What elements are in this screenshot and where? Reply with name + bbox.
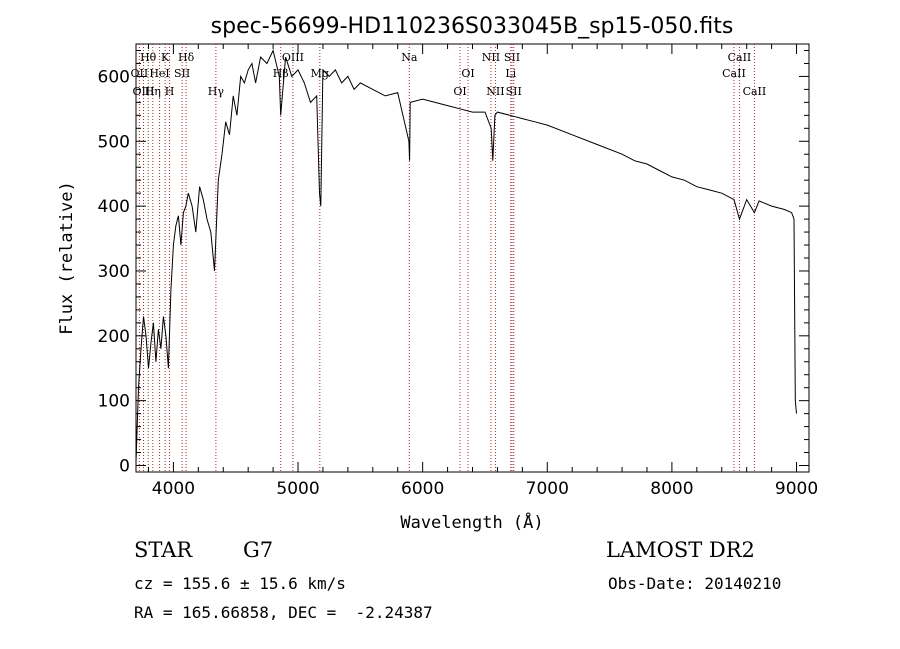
spectral-line-label: Na bbox=[401, 51, 418, 64]
x-tick-label: 6000 bbox=[401, 479, 444, 499]
spectral-line-label: OIII bbox=[282, 51, 304, 64]
spectral-line-label: OII bbox=[131, 67, 149, 80]
spectral-line-label: H bbox=[165, 85, 175, 98]
spectral-line-label: CaII bbox=[722, 67, 746, 80]
spectral-line-label: OI bbox=[461, 67, 474, 80]
spectral-line-label: Hβ bbox=[273, 67, 289, 80]
y-axis-label: Flux (relative) bbox=[57, 181, 77, 335]
ra-dec-coordinates: RA = 165.66858, DEC = -2.24387 bbox=[134, 603, 433, 622]
x-tick-label: 5000 bbox=[276, 479, 319, 499]
spectral-line-label: K bbox=[161, 51, 170, 64]
x-axis-label: Wavelength (Å) bbox=[400, 511, 543, 533]
spectral-line-label: Hδ bbox=[178, 51, 195, 64]
redshift-velocity: cz = 155.6 ± 15.6 km/s bbox=[134, 574, 346, 593]
spectral-line-label: CaII bbox=[743, 85, 767, 98]
spectral-line-label: HeI bbox=[149, 67, 169, 80]
object-subclass: G7 bbox=[243, 538, 274, 562]
y-tick-label: 400 bbox=[98, 197, 130, 217]
spectrum-series-line bbox=[135, 49, 797, 463]
y-tick-label: 500 bbox=[98, 132, 130, 152]
spectral-line-label: Hγ bbox=[208, 85, 225, 98]
spectral-line-label: SII bbox=[506, 85, 522, 98]
x-axis: 4000 5000 6000 7000 8000 9000 bbox=[147, 44, 818, 499]
y-tick-label: 0 bbox=[119, 457, 130, 477]
y-tick-label: 100 bbox=[98, 392, 130, 412]
spectral-line-label: SII bbox=[504, 51, 520, 64]
spectral-line-label: CaII bbox=[728, 51, 752, 64]
spectral-line-label: Mg bbox=[311, 67, 329, 80]
y-tick-label: 300 bbox=[98, 262, 130, 282]
x-tick-label: 8000 bbox=[650, 479, 693, 499]
y-axis: 0 100 200 300 400 500 600 bbox=[98, 49, 809, 477]
spectral-line-label: OI bbox=[453, 85, 466, 98]
spectral-line-label: OIII bbox=[132, 85, 154, 98]
spectral-line-markers: Hθ OII OIII K HeI Hη Hδ SII H Hγ OIII Hβ Mg Na OI OI NII… bbox=[131, 44, 767, 472]
y-tick-label: 200 bbox=[98, 327, 130, 347]
object-class: STAR bbox=[134, 538, 193, 562]
spectral-line-label: NII bbox=[482, 51, 500, 64]
spectral-line-label: Hθ bbox=[140, 51, 157, 64]
x-tick-label: 4000 bbox=[152, 479, 195, 499]
spectral-line-label: NII bbox=[486, 85, 504, 98]
observation-date: Obs-Date: 20140210 bbox=[608, 574, 782, 593]
survey-name: LAMOST DR2 bbox=[606, 538, 755, 562]
spectral-line-label: Hη bbox=[145, 85, 161, 98]
x-tick-label: 7000 bbox=[526, 479, 569, 499]
y-tick-label: 600 bbox=[98, 67, 130, 87]
chart-title: spec-56699-HD110236S033045B_sp15-050.fit… bbox=[211, 14, 734, 39]
x-tick-label: 9000 bbox=[775, 479, 818, 499]
spectral-line-label: Li bbox=[505, 67, 516, 80]
spectral-line-label: SII bbox=[174, 67, 190, 80]
plot-frame bbox=[135, 43, 810, 473]
